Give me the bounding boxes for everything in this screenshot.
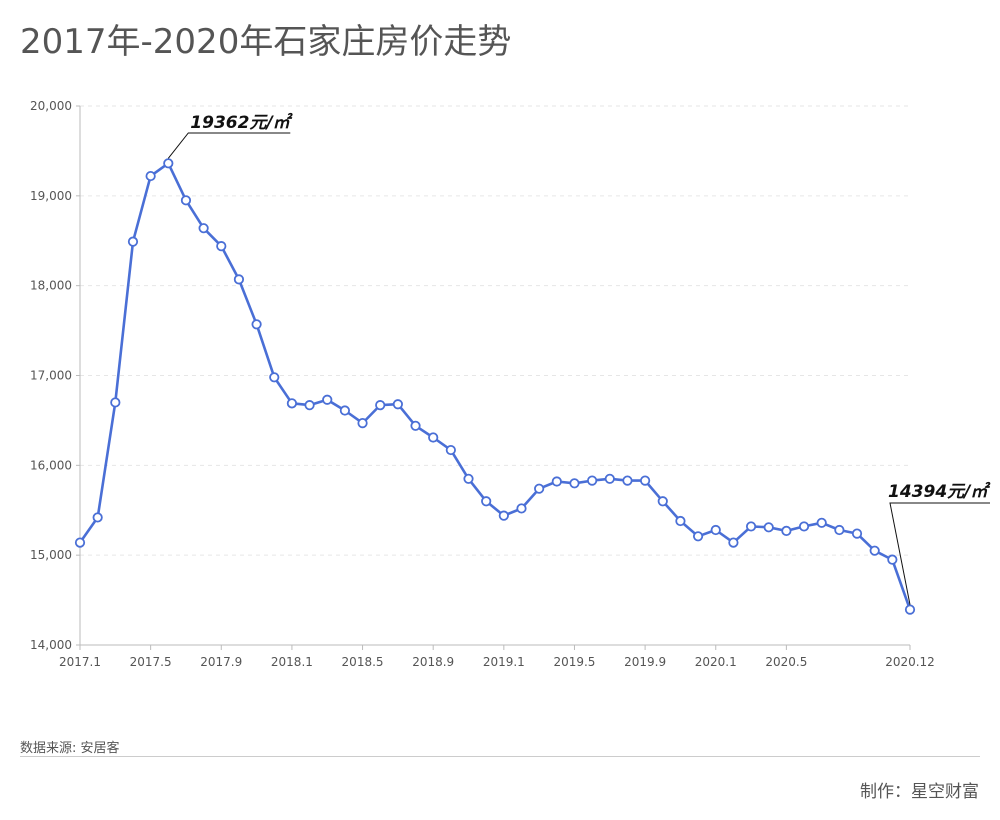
axes: 14,000 15,000 16,000 17,000 18,000 19,000 20,0… — [30, 99, 935, 669]
data-point — [640, 475, 651, 486]
y-tick-label: 18,000 — [30, 279, 72, 293]
data-point — [587, 475, 598, 486]
credit-text: 制作：星空财富 — [860, 782, 979, 802]
peak-leader-line — [167, 132, 291, 159]
data-point — [887, 554, 898, 565]
data-point — [357, 418, 368, 429]
end-leader-line — [889, 502, 990, 605]
data-point — [728, 537, 739, 548]
data-point — [269, 372, 280, 383]
data-point — [710, 524, 721, 536]
data-point — [286, 398, 298, 409]
y-tick-label: 15,000 — [30, 548, 72, 562]
data-point — [392, 399, 403, 410]
data-point — [145, 170, 156, 182]
x-tick-label: 2018.9 — [412, 655, 454, 669]
x-tick-label: 2017.9 — [200, 655, 242, 669]
y-tick-label: 16,000 — [30, 458, 72, 472]
data-point — [428, 432, 439, 443]
x-tick-label: 2019.5 — [553, 655, 595, 669]
data-point — [375, 400, 386, 411]
data-source-note: 数据来源: 安居客 — [20, 741, 120, 756]
data-point — [657, 496, 668, 507]
data-point — [675, 515, 686, 527]
x-tick-label: 2020.1 — [695, 655, 737, 669]
data-point — [569, 478, 580, 489]
data-point — [851, 528, 863, 539]
data-point — [92, 512, 103, 523]
x-tick-label: 2017.1 — [59, 655, 101, 669]
data-point — [180, 195, 192, 206]
data-point — [763, 522, 774, 533]
x-tick-label: 2020.5 — [765, 655, 807, 669]
footer-divider — [20, 756, 980, 757]
data-point — [551, 476, 562, 487]
y-tick-label: 17,000 — [30, 369, 72, 383]
x-tick-label: 2019.1 — [483, 655, 525, 669]
x-tick-label: 2018.1 — [271, 655, 313, 669]
data-point — [216, 241, 227, 252]
data-point — [251, 319, 262, 330]
data-point — [622, 475, 633, 486]
peak-annotation-label: 19362元/㎡ — [190, 112, 293, 133]
data-point — [233, 274, 245, 285]
data-point — [534, 483, 545, 494]
y-tick-label: 19,000 — [30, 189, 72, 203]
data-point — [498, 510, 509, 521]
data-point — [322, 394, 333, 405]
data-point — [692, 531, 704, 542]
y-tick-label: 14,000 — [30, 638, 72, 652]
x-tick-label: 2019.9 — [624, 655, 666, 669]
data-point — [445, 444, 456, 456]
data-point — [198, 223, 209, 234]
data-point — [604, 473, 615, 484]
data-point — [410, 420, 421, 431]
data-point — [745, 521, 757, 532]
data-point — [781, 525, 792, 537]
data-points — [74, 158, 916, 615]
data-point — [516, 503, 527, 514]
data-point — [481, 496, 492, 507]
data-point — [869, 545, 880, 556]
end-annotation-label: 14394元/㎡ — [888, 481, 991, 502]
data-point — [74, 537, 86, 548]
x-tick-label: 2017.5 — [130, 655, 172, 669]
data-point — [304, 400, 315, 411]
data-point — [798, 521, 810, 532]
data-point — [834, 524, 845, 536]
chart-title: 2017年-2020年石家庄房价走势 — [20, 22, 512, 62]
annotations: 19362元/㎡ 14394元/㎡ — [167, 112, 991, 605]
data-point — [463, 473, 474, 484]
data-point — [816, 517, 827, 528]
data-point — [904, 604, 916, 615]
data-point — [163, 158, 174, 169]
data-point — [339, 405, 350, 416]
gridlines — [80, 105, 910, 556]
data-point — [127, 236, 139, 247]
data-point — [110, 397, 121, 408]
x-tick-label: 2018.5 — [342, 655, 384, 669]
x-tick-label: 2020.12 — [885, 655, 935, 669]
y-tick-label: 20,000 — [30, 99, 72, 113]
